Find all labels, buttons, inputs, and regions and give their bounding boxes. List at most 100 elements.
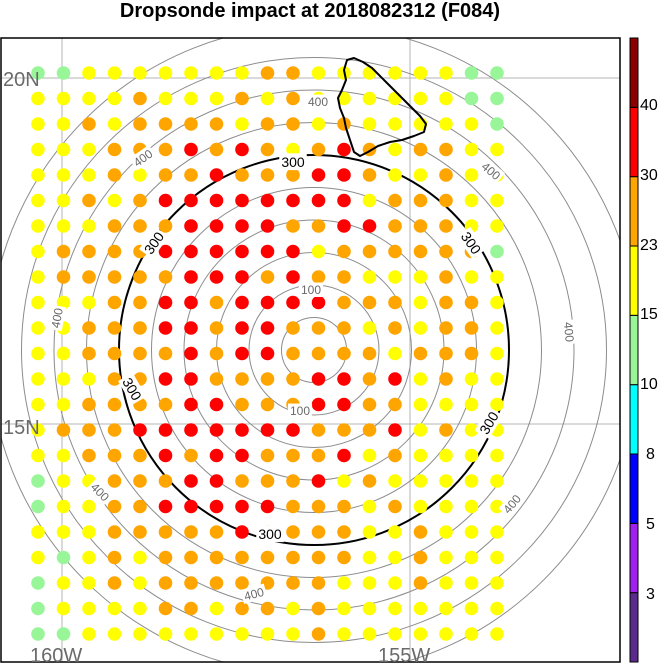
impact-dot [311, 499, 326, 514]
impact-dot [184, 474, 198, 488]
impact-dot [209, 397, 224, 412]
impact-dot [31, 91, 45, 106]
impact-dot [413, 295, 428, 310]
impact-dot [107, 474, 122, 488]
colorbar-labels: 3 5 8 10 15 23 30 40 [640, 97, 658, 603]
colorbar-label-23: 23 [640, 237, 658, 254]
impact-dot [184, 525, 198, 539]
impact-dot [260, 244, 275, 259]
impact-dot [31, 601, 45, 616]
impact-dot [31, 576, 45, 590]
impact-dot [286, 117, 300, 131]
impact-dot [464, 576, 479, 590]
impact-dot [413, 627, 428, 641]
impact-dot [439, 66, 453, 80]
impact-dot [490, 219, 504, 233]
impact-dot [413, 219, 428, 233]
impact-dot [235, 397, 249, 412]
impact-dot [209, 270, 224, 284]
impact-dot [209, 193, 224, 208]
impact-dot [337, 142, 351, 157]
impact-dot [286, 601, 300, 616]
impact-dot [439, 346, 453, 361]
impact-dot [311, 576, 326, 590]
impact-dot [490, 66, 504, 80]
impact-dot [82, 346, 96, 361]
impact-dot [107, 627, 122, 641]
colorbar-box [629, 314, 639, 386]
impact-dot [56, 474, 71, 488]
impact-dot [490, 474, 504, 488]
impact-dot [56, 193, 71, 208]
impact-dot [464, 91, 479, 106]
impact-dot [490, 397, 504, 412]
impact-dot [362, 219, 377, 233]
impact-dot [490, 576, 504, 590]
colorbar-box [629, 176, 639, 247]
impact-dot [235, 295, 249, 310]
impact-dot [464, 525, 479, 539]
impact-dot [260, 499, 275, 514]
impact-dot [158, 525, 173, 539]
impact-dot [235, 423, 249, 437]
colorbar-label-10: 10 [640, 376, 658, 393]
impact-dot [107, 448, 122, 463]
impact-dot [362, 346, 377, 361]
impact-dot [464, 627, 479, 641]
impact-dot [311, 142, 326, 157]
impact-dot [260, 219, 275, 233]
impact-dot [311, 601, 326, 616]
impact-dot [286, 168, 300, 182]
impact-dot [286, 372, 300, 386]
impact-dot [235, 168, 249, 182]
impact-dot [388, 244, 402, 259]
impact-dot [439, 117, 453, 131]
impact-dot [209, 525, 224, 539]
impact-dot [133, 423, 147, 437]
impact-dot [362, 448, 377, 463]
impact-dot [286, 142, 300, 157]
impact-dot [337, 474, 351, 488]
impact-dot [56, 423, 71, 437]
impact-dot [235, 499, 249, 514]
impact-dot [286, 474, 300, 488]
impact-dot [413, 499, 428, 514]
impact-dot [388, 142, 402, 157]
impact-dot [82, 499, 96, 514]
colorbar-label-40: 40 [640, 97, 658, 114]
impact-dot [82, 397, 96, 412]
impact-dot [286, 550, 300, 565]
impact-dot [133, 91, 147, 106]
impact-dot [184, 193, 198, 208]
impact-dot [490, 244, 504, 259]
impact-dot [439, 423, 453, 437]
impact-dot [209, 295, 224, 310]
impact-dot [439, 499, 453, 514]
impact-dot [107, 219, 122, 233]
impact-dot [209, 474, 224, 488]
impact-dot [209, 219, 224, 233]
impact-dot [311, 346, 326, 361]
impact-dot [158, 423, 173, 437]
impact-dot [235, 91, 249, 106]
impact-dot [184, 423, 198, 437]
impact-dot [260, 117, 275, 131]
impact-dot [413, 474, 428, 488]
impact-dot [107, 397, 122, 412]
impact-dot [413, 576, 428, 590]
impact-dot [413, 66, 428, 80]
impact-dot [490, 346, 504, 361]
impact-dot [235, 525, 249, 539]
impact-dot [260, 168, 275, 182]
impact-dot [56, 627, 71, 641]
impact-dot [286, 91, 300, 106]
impact-dot [439, 627, 453, 641]
impact-dot [82, 372, 96, 386]
colorbar-box [629, 522, 639, 594]
impact-dot [337, 601, 351, 616]
impact-dot [311, 244, 326, 259]
impact-dot [184, 397, 198, 412]
impact-dot [184, 576, 198, 590]
impact-dot [158, 627, 173, 641]
impact-dot [235, 193, 249, 208]
